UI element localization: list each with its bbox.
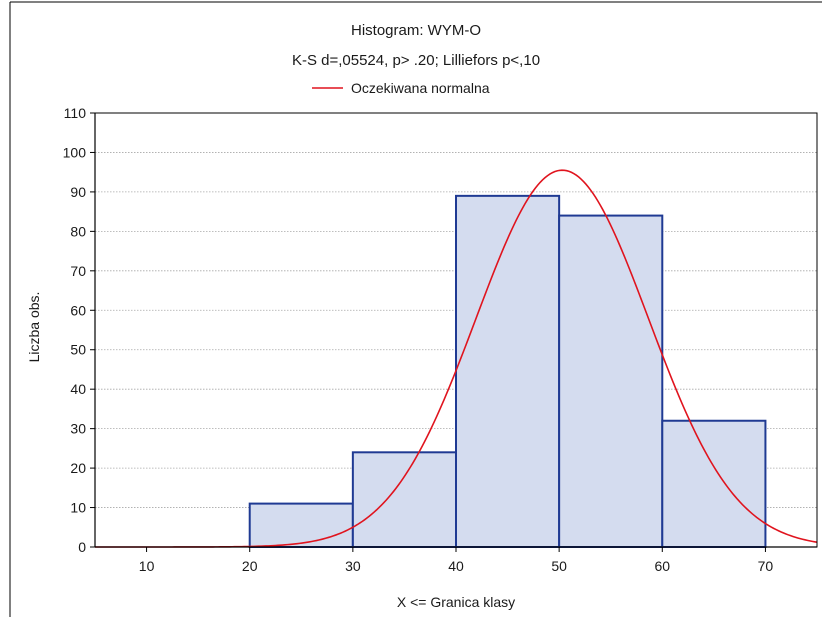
y-tick-label-20: 20: [70, 460, 86, 476]
y-tick-label-60: 60: [70, 302, 86, 318]
x-tick-label-20: 20: [242, 558, 258, 574]
histogram-bar-2: [351, 451, 458, 548]
y-tick-label-0: 0: [78, 539, 86, 555]
chart-title: Histogram: WYM-O: [351, 22, 481, 39]
y-tick-label-100: 100: [63, 144, 87, 160]
x-tick-label-10: 10: [139, 558, 155, 574]
x-tick-label-60: 60: [654, 558, 670, 574]
y-tick-label-90: 90: [70, 184, 86, 200]
y-tick-label-70: 70: [70, 263, 86, 279]
y-axis-ticks: 0 10 20 30 40 50 60 70 80 90 100 110: [63, 105, 95, 555]
x-axis-label: X <= Granica klasy: [397, 594, 515, 610]
y-axis-label: Liczba obs.: [26, 292, 42, 363]
x-tick-label-40: 40: [448, 558, 464, 574]
histogram-bar-1: [248, 502, 354, 549]
y-tick-label-30: 30: [70, 421, 86, 437]
histogram-bars: [248, 194, 767, 549]
legend: Oczekiwana normalna: [312, 80, 490, 96]
y-tick-label-50: 50: [70, 342, 86, 358]
x-tick-label-70: 70: [758, 558, 774, 574]
x-tick-label-50: 50: [551, 558, 567, 574]
histogram-bar-5: [661, 419, 767, 548]
y-tick-label-110: 110: [64, 105, 87, 121]
chart-subtitle: K-S d=,05524, p> .20; Lilliefors p<,10: [292, 52, 540, 69]
histogram-bar-4: [558, 214, 664, 548]
y-tick-label-10: 10: [70, 500, 86, 516]
y-tick-label-80: 80: [70, 223, 86, 239]
histogram-bar-3: [455, 194, 561, 548]
y-tick-label-40: 40: [70, 381, 86, 397]
legend-label-normal-curve: Oczekiwana normalna: [351, 80, 490, 96]
x-axis-ticks: 10 20 30 40 50 60 70: [139, 547, 774, 574]
x-tick-label-30: 30: [345, 558, 361, 574]
